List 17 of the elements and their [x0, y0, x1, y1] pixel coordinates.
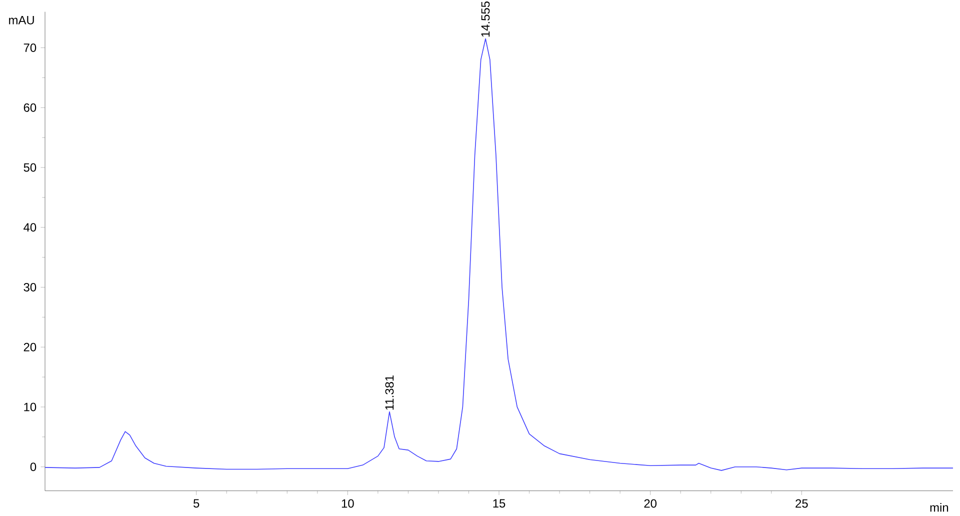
x-axis-title: min — [930, 503, 948, 512]
annotation: 14.555 — [481, 2, 490, 37]
x-tick-label: 15 — [493, 499, 506, 508]
y-tick-label: 40 — [24, 223, 36, 232]
y-tick-label: 0 — [30, 462, 36, 472]
y-tick-label: 20 — [24, 343, 36, 352]
x-tick-label: 10 — [342, 499, 354, 508]
annotation: 11.381 — [385, 376, 394, 410]
y-tick-label: 10 — [24, 402, 36, 412]
x-tick-label: 5 — [194, 499, 200, 508]
x-tick-label: 20 — [644, 499, 657, 508]
x-tick-label: 25 — [796, 499, 808, 508]
y-tick-label: 30 — [24, 283, 36, 292]
y-axis-title: mAU — [9, 16, 34, 25]
y-tick-label: 60 — [24, 104, 36, 112]
y-tick-label: 70 — [24, 44, 36, 52]
y-tick-label: 50 — [24, 163, 36, 172]
